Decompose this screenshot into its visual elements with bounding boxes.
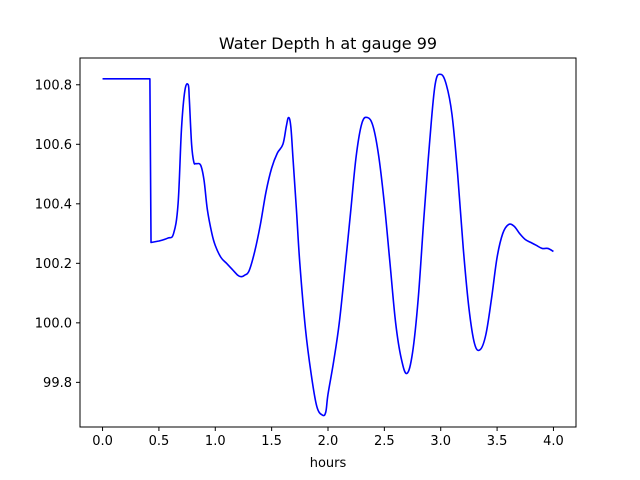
x-axis: 0.0 0.5 1.0 1.5 2.0 2.5 3.0 3.5 4.0	[92, 427, 564, 449]
y-tick-label: 100.4	[35, 197, 72, 212]
series-line-0	[102, 73, 554, 417]
y-tick-label: 100.6	[35, 138, 72, 153]
x-tick-label: 3.5	[487, 434, 508, 449]
y-tick-label: 100.2	[35, 257, 72, 272]
x-tick-label: 4.0	[543, 434, 564, 449]
x-tick-label: 1.5	[261, 434, 282, 449]
x-tick-label: 1.0	[205, 434, 226, 449]
x-tick-label: 2.5	[374, 434, 395, 449]
y-tick-label: 100.8	[35, 78, 72, 93]
y-axis: 99.8 100.0 100.2 100.4 100.6 100.8	[35, 78, 80, 391]
x-axis-label: hours	[310, 456, 347, 471]
x-tick-label: 2.0	[318, 434, 339, 449]
x-tick-label: 0.0	[92, 434, 113, 449]
x-tick-label: 3.0	[430, 434, 451, 449]
y-tick-label: 99.8	[43, 376, 72, 391]
chart-title: Water Depth h at gauge 99	[219, 34, 437, 53]
y-tick-label: 100.0	[35, 316, 72, 331]
x-tick-label: 0.5	[149, 434, 170, 449]
